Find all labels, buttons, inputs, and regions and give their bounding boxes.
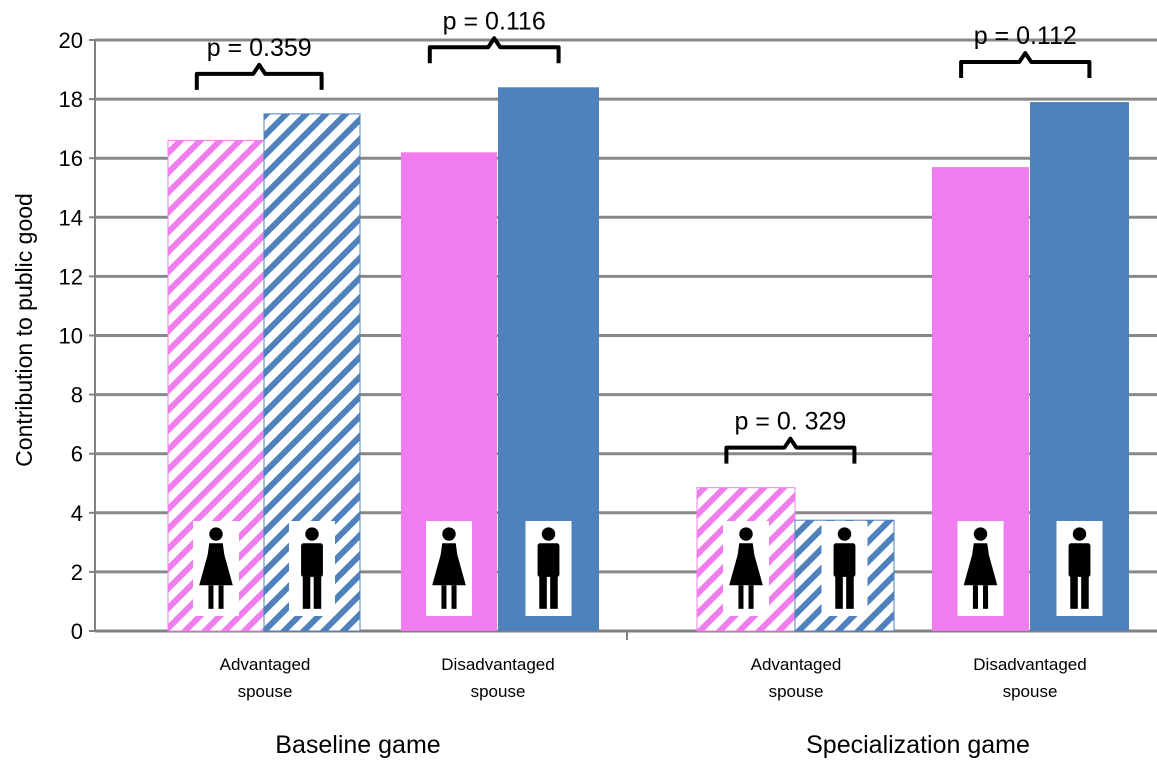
y-tick-label: 0 [71, 619, 83, 644]
group-label: Baseline game [275, 731, 440, 759]
p-value-bracket [427, 36, 561, 64]
category-label: Disadvantaged [441, 655, 554, 674]
bars [167, 87, 1129, 632]
y-tick-label: 4 [71, 501, 83, 526]
category-label: spouse [769, 682, 824, 701]
axes: 0 2 4 6 8 10 12 14 16 18 20 Baseline game Advantaged… [59, 28, 1157, 759]
p-value-label: p = 0.112 [974, 22, 1077, 50]
man-icon [525, 521, 572, 616]
y-tick-label: 12 [59, 264, 83, 289]
y-axis-label: Contribution to public good [11, 193, 37, 467]
group-label: Specialization game [806, 731, 1030, 759]
p-value-bracket [724, 436, 857, 464]
p-value-bracket [194, 62, 324, 90]
p-value-label: p = 0.359 [207, 34, 312, 62]
woman-icon [723, 521, 769, 616]
man-icon [1056, 521, 1103, 616]
man-icon [289, 521, 335, 616]
y-tick-label: 2 [71, 560, 83, 585]
category-label: Advantaged [220, 655, 311, 674]
p-value-label: p = 0.116 [443, 7, 546, 35]
man-icon [821, 521, 868, 616]
woman-icon [957, 521, 1004, 616]
category-label: spouse [471, 682, 526, 701]
y-tick-label: 14 [59, 205, 83, 230]
woman-icon [193, 521, 239, 616]
woman-icon [426, 521, 472, 616]
category-label: spouse [238, 682, 293, 701]
annotations: p = 0.359 p = 0.116 p = 0. 329 p = 0.112 [194, 7, 1092, 464]
p-value-label: p = 0. 329 [734, 408, 846, 436]
y-tick-label: 16 [59, 146, 83, 171]
y-tick-label: 18 [59, 87, 83, 112]
y-tick-label: 6 [71, 442, 83, 467]
y-tick-label: 8 [71, 383, 83, 408]
category-label: Disadvantaged [973, 655, 1086, 674]
y-tick-label: 10 [59, 324, 83, 349]
category-label: Advantaged [751, 655, 842, 674]
y-tick-label: 20 [59, 28, 83, 53]
p-value-bracket [959, 51, 1092, 79]
category-label: spouse [1003, 682, 1058, 701]
